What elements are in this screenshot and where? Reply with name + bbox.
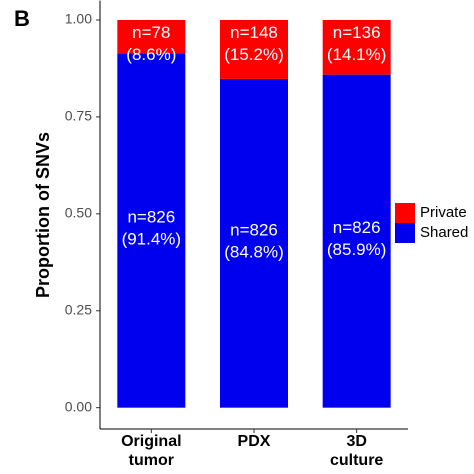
y-tick-label: 0.50 bbox=[65, 205, 92, 221]
data-label: n=136 (14.1%) bbox=[327, 23, 387, 64]
y-tick-label: 0.75 bbox=[65, 108, 92, 124]
legend-swatch bbox=[395, 223, 415, 243]
data-label: n=826 (91.4%) bbox=[122, 208, 182, 249]
data-label: n=78 (8.6%) bbox=[126, 23, 176, 64]
y-tick-label: 0.25 bbox=[65, 301, 92, 317]
data-label: n=148 (15.2%) bbox=[224, 23, 284, 64]
bar-segment bbox=[220, 78, 288, 408]
bar-segment bbox=[117, 19, 186, 54]
x-tick-label: PDX bbox=[238, 433, 271, 450]
data-label: n=826 (84.8%) bbox=[224, 221, 284, 262]
y-axis-label: Proportion of SNVs bbox=[33, 132, 53, 298]
data-label: n=826 (85.9%) bbox=[327, 219, 387, 260]
x-tick-label: Original tumor bbox=[121, 433, 181, 469]
legend-swatch bbox=[395, 203, 415, 223]
panel-label: B bbox=[14, 6, 30, 31]
y-tick-label: 1.00 bbox=[65, 11, 92, 27]
bar-segment bbox=[322, 74, 391, 408]
bar-segment bbox=[117, 53, 186, 408]
legend-label: Shared bbox=[420, 224, 468, 241]
bar-segment bbox=[220, 19, 288, 79]
x-tick-label: 3D culture bbox=[330, 433, 383, 469]
legend-label: Private bbox=[420, 204, 467, 221]
y-tick-label: 0.00 bbox=[65, 398, 92, 414]
bar-segment bbox=[322, 19, 391, 75]
